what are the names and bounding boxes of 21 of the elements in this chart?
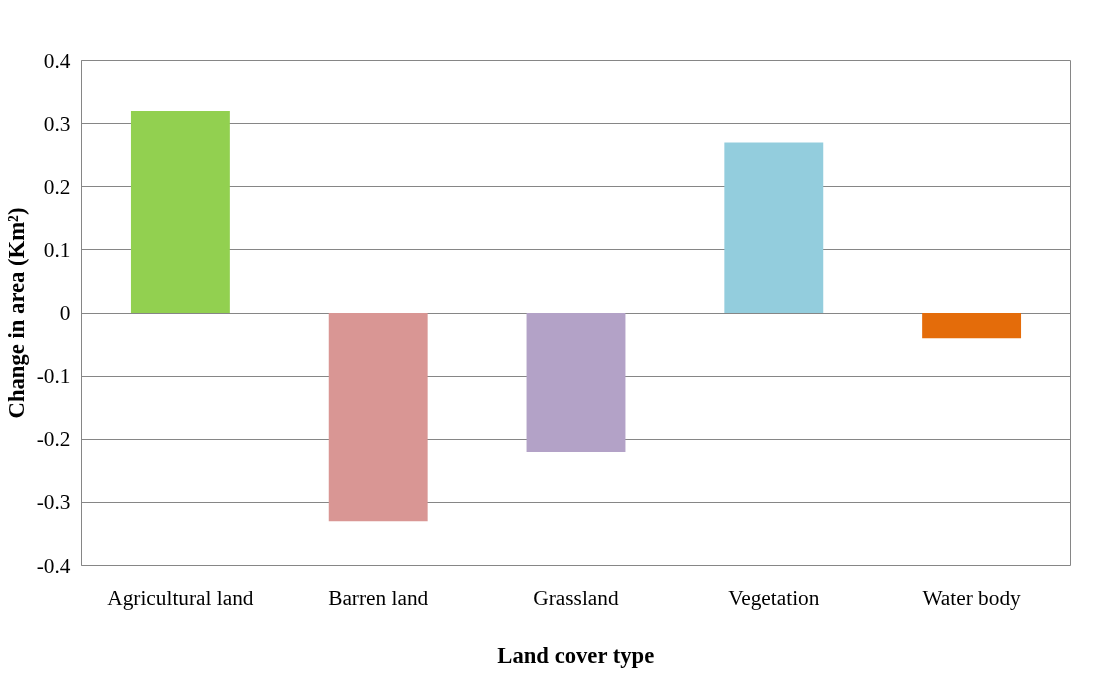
y-tick-label: 0.4 [43, 48, 71, 73]
x-tick-label: Water body [922, 585, 1022, 610]
y-tick-label: -0.1 [36, 364, 71, 389]
bar [724, 142, 824, 313]
x-tick-label: Grassland [533, 585, 619, 610]
y-tick-label: -0.2 [36, 427, 71, 452]
y-tick-label: -0.4 [36, 553, 71, 578]
x-tick-label: Agricultural land [107, 585, 254, 610]
y-tick-label: -0.3 [36, 490, 71, 515]
bar [328, 313, 428, 522]
x-axis-title: Land cover type [497, 642, 655, 668]
y-tick-label: 0.1 [43, 237, 71, 262]
bar [922, 313, 1022, 339]
y-tick-label: 0.3 [43, 111, 71, 136]
y-tick-label: 0 [59, 301, 71, 325]
x-tick-label: Barren land [328, 585, 429, 610]
bar [526, 313, 626, 452]
x-tick-label: Vegetation [728, 585, 820, 610]
y-axis-title: Change in area (Km²) [3, 207, 29, 419]
y-tick-label: 0.2 [43, 174, 71, 199]
bar [130, 111, 230, 313]
